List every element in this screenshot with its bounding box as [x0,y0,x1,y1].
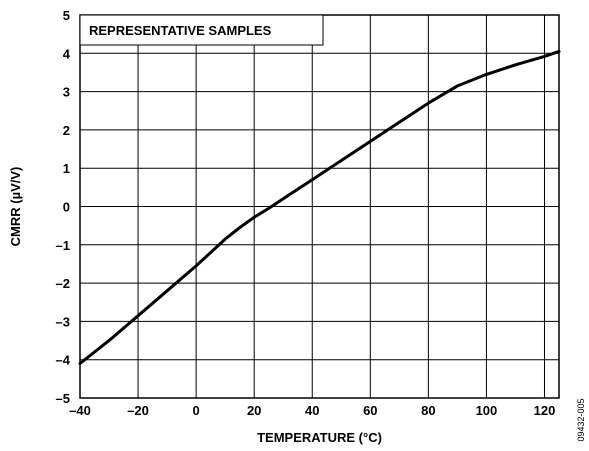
y-tick-label: –5 [56,391,70,406]
y-tick-label: 4 [63,46,71,61]
x-tick-labels: –40 –20 0 20 40 60 80 100 120 [69,403,555,418]
gridlines [79,14,559,399]
y-tick-label: –3 [56,314,70,329]
y-tick-label: 0 [63,200,70,215]
x-tick-label: 60 [363,403,377,418]
y-tick-label: 2 [63,123,70,138]
x-axis-label: TEMPERATURE (°C) [257,430,382,445]
y-tick-label: –4 [56,353,71,368]
x-tick-label: –20 [127,403,149,418]
annotation-label: REPRESENTATIVE SAMPLES [89,23,272,38]
figure-id: 09432-005 [576,398,586,441]
series-line [78,49,561,365]
y-tick-labels: 5 4 3 2 1 0 –1 –2 –3 –4 –5 [56,8,71,406]
x-tick-label: –40 [69,403,91,418]
x-tick-label: 20 [247,403,261,418]
y-tick-label: –2 [56,276,70,291]
y-tick-label: –1 [56,238,70,253]
x-tick-label: 120 [534,403,556,418]
x-tick-label: 0 [193,403,200,418]
y-axis-label: CMRR (µV/V) [8,167,23,247]
y-tick-label: 1 [63,161,70,176]
x-tick-label: 80 [421,403,435,418]
annotation-box [79,14,324,46]
y-tick-label: 3 [63,85,70,100]
x-tick-label: 40 [305,403,319,418]
y-tick-label: 5 [63,8,70,23]
x-tick-label: 100 [476,403,498,418]
